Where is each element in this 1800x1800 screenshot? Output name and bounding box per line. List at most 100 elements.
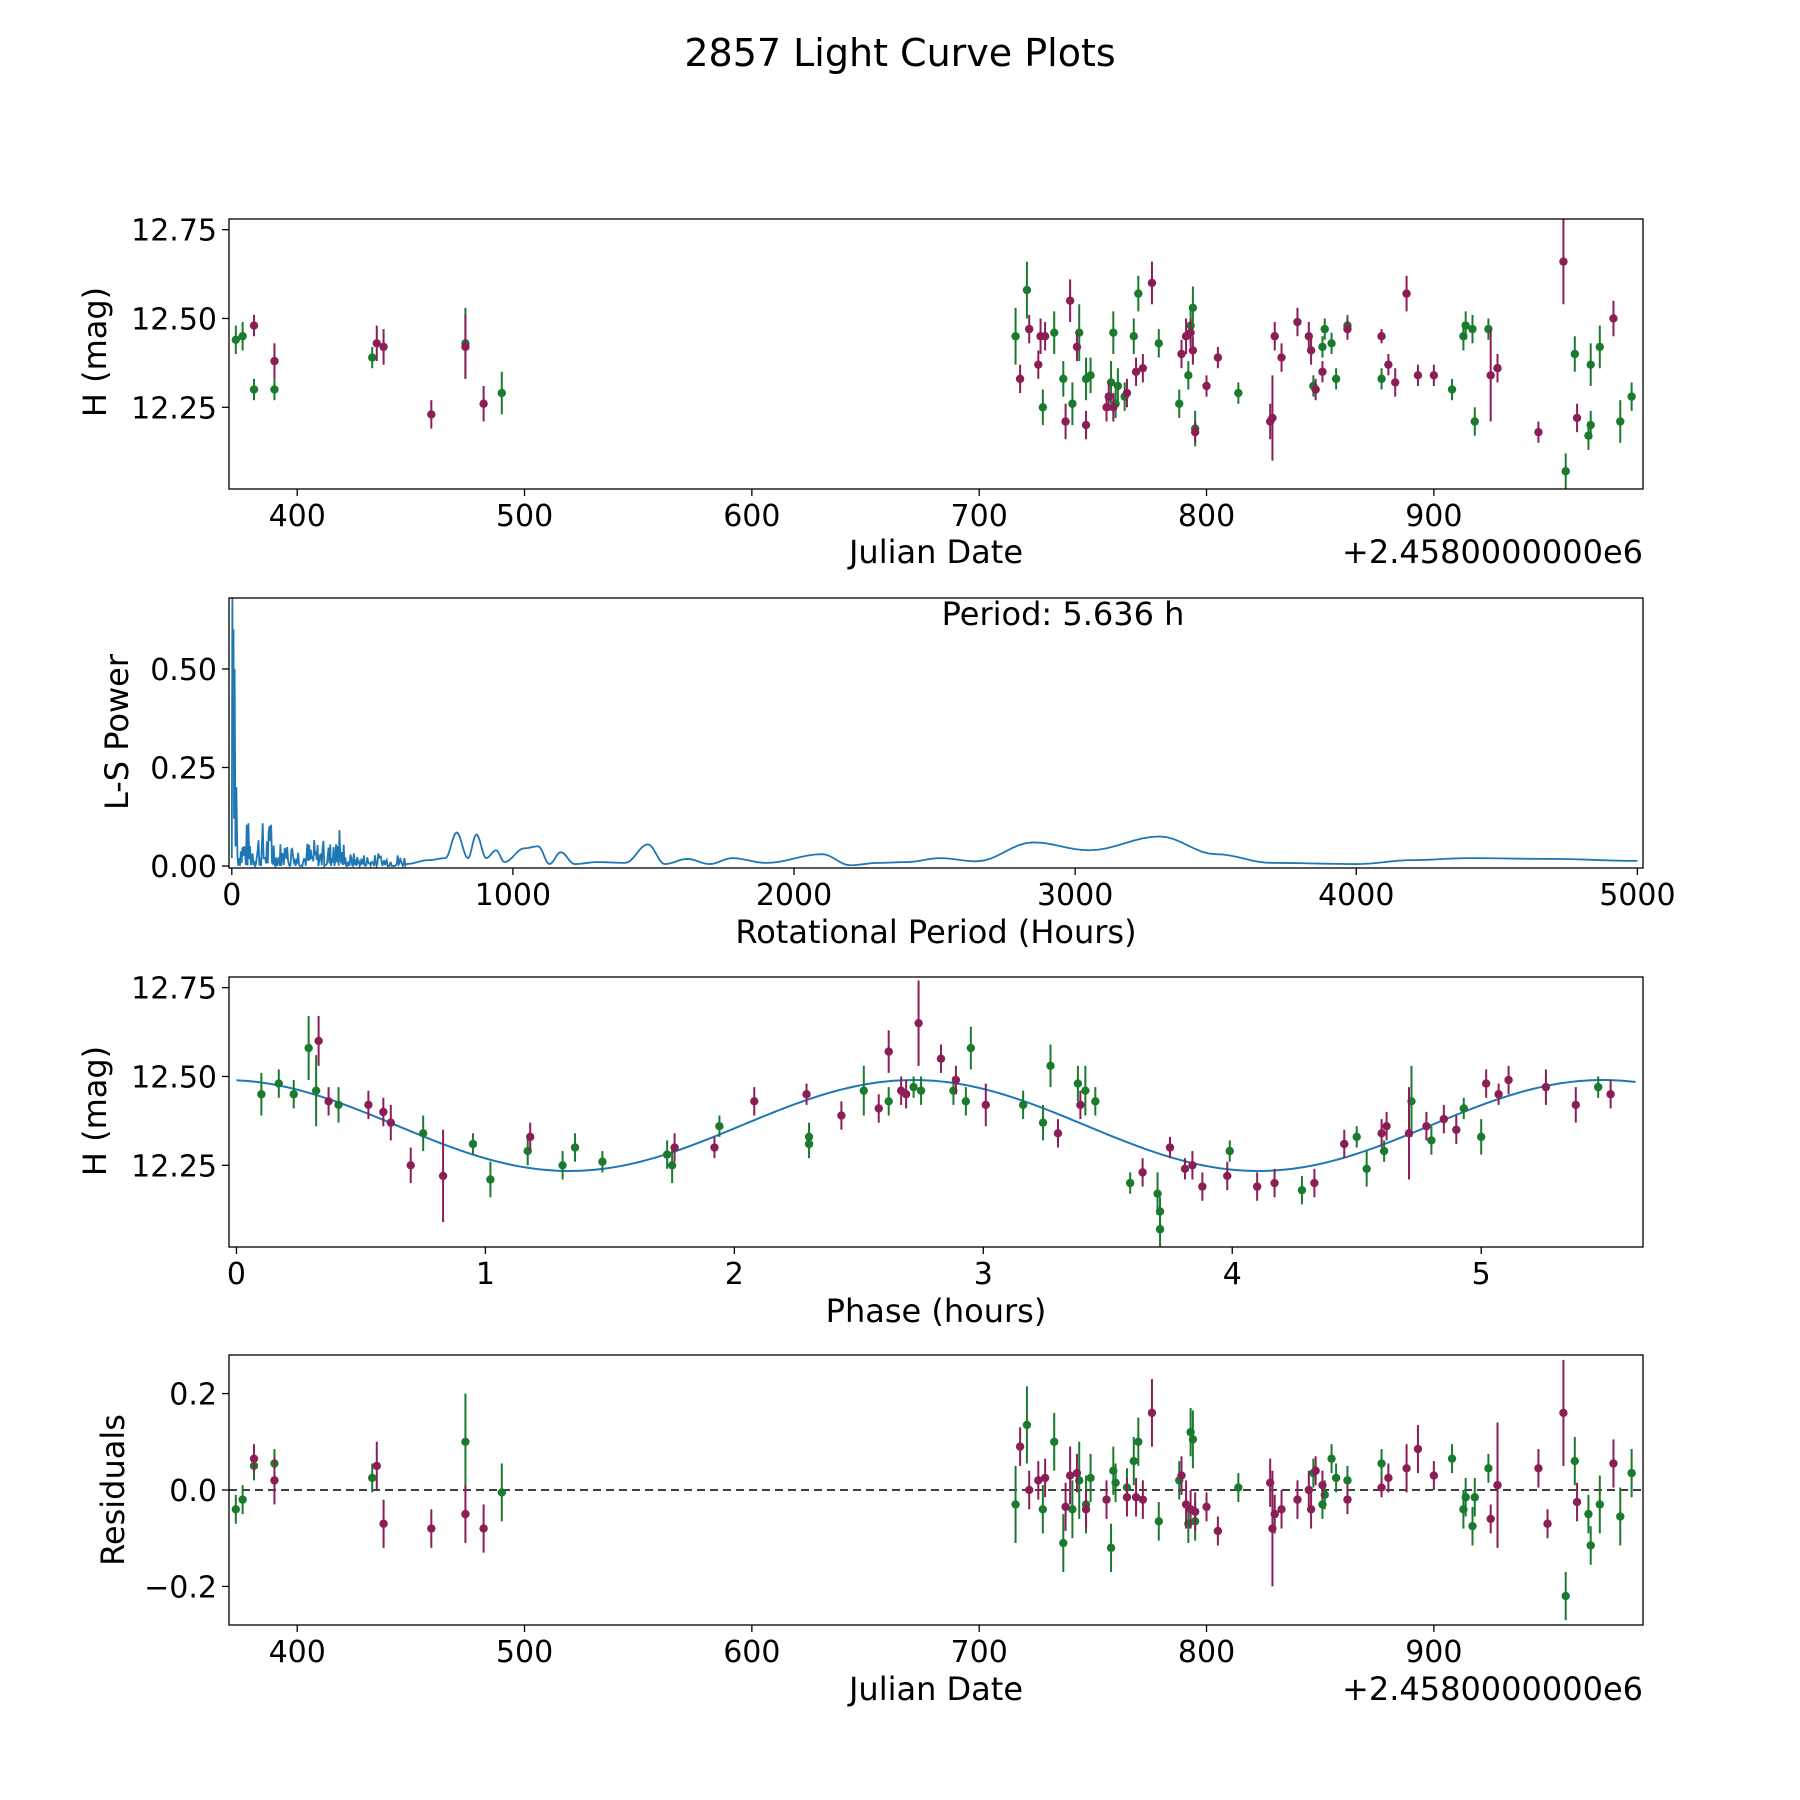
light-curve-x-label: Julian Date [847,533,1023,571]
residuals-x-tick-label: 900 [1405,1635,1462,1670]
residuals-purple-point [379,1519,388,1528]
phased-curve-green-point [558,1161,567,1170]
phased-curve-purple-point [802,1090,811,1099]
light-curve-purple-point [1015,374,1025,384]
phased-curve-axes-frame [228,976,1644,1248]
phased-curve-purple-point [951,1075,961,1085]
phased-curve-green-point [1379,1146,1389,1156]
light-curve-green-point [238,332,247,341]
light-curve-green-point [1113,381,1123,391]
light-curve-purple-point [270,356,279,366]
light-curve-purple-point [1306,346,1316,355]
residuals-x-label: Julian Date [847,1670,1023,1708]
residuals-y-tick-label: 0.0 [169,1474,217,1509]
residuals-x-tick-label: 500 [496,1635,553,1670]
light-curve-offset-label: +2.4580000000e6 [1342,533,1643,571]
residuals-green-point [368,1473,377,1483]
light-curve-green-point [497,388,506,398]
periodogram-x-tick-label: 5000 [1599,878,1675,913]
residuals-purple-point [1311,1466,1320,1475]
residuals-purple-point [1015,1442,1025,1451]
residuals-green-point [1111,1478,1120,1487]
phased-curve-green-point [1018,1100,1028,1110]
phased-curve-green-point [418,1129,428,1138]
residuals-green-point [1470,1493,1479,1502]
residuals-green-point [1461,1493,1470,1502]
light-curve-purple-point [1072,342,1082,352]
light-curve-purple-point [1486,371,1495,380]
phased-curve-purple-point [1481,1079,1491,1088]
residuals-purple-point [1138,1495,1148,1504]
light-curve-x-tick-label: 500 [496,499,553,534]
phased-curve-purple-point [1165,1143,1175,1152]
residuals-purple-point [1025,1485,1034,1495]
phased-curve-purple-point [324,1097,333,1106]
phased-curve-purple-point [981,1100,990,1110]
phased-curve-purple-point [1053,1129,1063,1138]
residuals-purple-point [1277,1505,1286,1514]
light-curve-green-point [1461,321,1470,330]
light-curve-x-tick-label: 600 [723,499,780,534]
residuals-purple-point [1543,1519,1552,1528]
residuals-green-point [1086,1473,1095,1483]
phased-curve-x-tick-label: 4 [1223,1257,1242,1292]
light-curve-green-point [1109,328,1118,337]
phased-curve-green-point [1427,1136,1436,1145]
light-curve-x-tick-label: 800 [1178,499,1235,534]
residuals-green-point [1068,1505,1077,1514]
residuals-x-tick-label: 600 [723,1635,780,1670]
residuals-purple-point [1384,1473,1393,1483]
light-curve-y-tick-label: 12.75 [131,214,217,249]
light-curve-x-tick-label: 700 [951,499,1008,534]
residuals-purple-point [1102,1495,1111,1504]
residuals-x-tick-label: 800 [1178,1635,1235,1670]
light-curve-green-point [1318,342,1327,352]
phased-curve-green-point [916,1086,926,1095]
light-curve-purple-point [1034,360,1043,369]
phased-curve-purple-point [1571,1100,1580,1110]
residuals-green-point [1154,1517,1163,1526]
residuals-purple-point [1534,1464,1543,1473]
residuals-purple-point [249,1454,259,1463]
light-curve-purple-point [1377,332,1386,341]
phased-curve-green-point [1153,1189,1162,1198]
phased-curve-purple-point [364,1100,373,1110]
residuals-green-point [1050,1437,1059,1446]
phased-curve-purple-point [1076,1100,1085,1110]
residuals-purple-point [1131,1493,1141,1502]
residuals-y-label: Residuals [94,1414,132,1566]
residuals-purple-point [1429,1471,1439,1480]
phased-curve-x-label: Phase (hours) [826,1292,1047,1330]
phased-curve-purple-point [1310,1178,1319,1188]
light-curve-purple-point [479,399,488,408]
phased-model-curve [236,1079,1636,1172]
residuals-green-point [1038,1505,1048,1514]
light-curve-purple-point [1493,364,1502,373]
light-curve-green-point [1561,467,1570,476]
phased-curve-green-point [486,1175,495,1184]
residuals-green-point [461,1437,470,1446]
phased-curve-y-tick-label: 12.25 [131,1149,217,1184]
residuals-offset-label: +2.4580000000e6 [1342,1670,1643,1708]
residuals-purple-point [1402,1464,1411,1473]
phased-curve-green-point [598,1157,607,1166]
phased-curve-purple-point [1223,1171,1232,1181]
light-curve-green-point [1129,332,1138,341]
light-curve-purple-point [1572,413,1582,423]
phased-curve-x-tick-label: 5 [1472,1257,1491,1292]
light-curve-purple-point [1534,427,1543,437]
light-curve-green-point [1468,324,1477,334]
light-curve-green-point [1595,342,1605,352]
light-curve-green-point [1068,399,1077,408]
light-curve-green-point [1470,417,1479,426]
light-curve-purple-point [1277,353,1286,362]
phased-curve-purple-point [526,1132,535,1142]
phased-curve-purple-point [1439,1114,1449,1124]
phased-curve-green-point [662,1150,672,1159]
light-curve-green-point [1038,403,1048,412]
light-curve-x-tick-label: 900 [1405,499,1462,534]
phased-curve-green-point [1459,1104,1468,1113]
light-curve-green-point [231,335,241,344]
residuals-purple-point [372,1461,381,1471]
